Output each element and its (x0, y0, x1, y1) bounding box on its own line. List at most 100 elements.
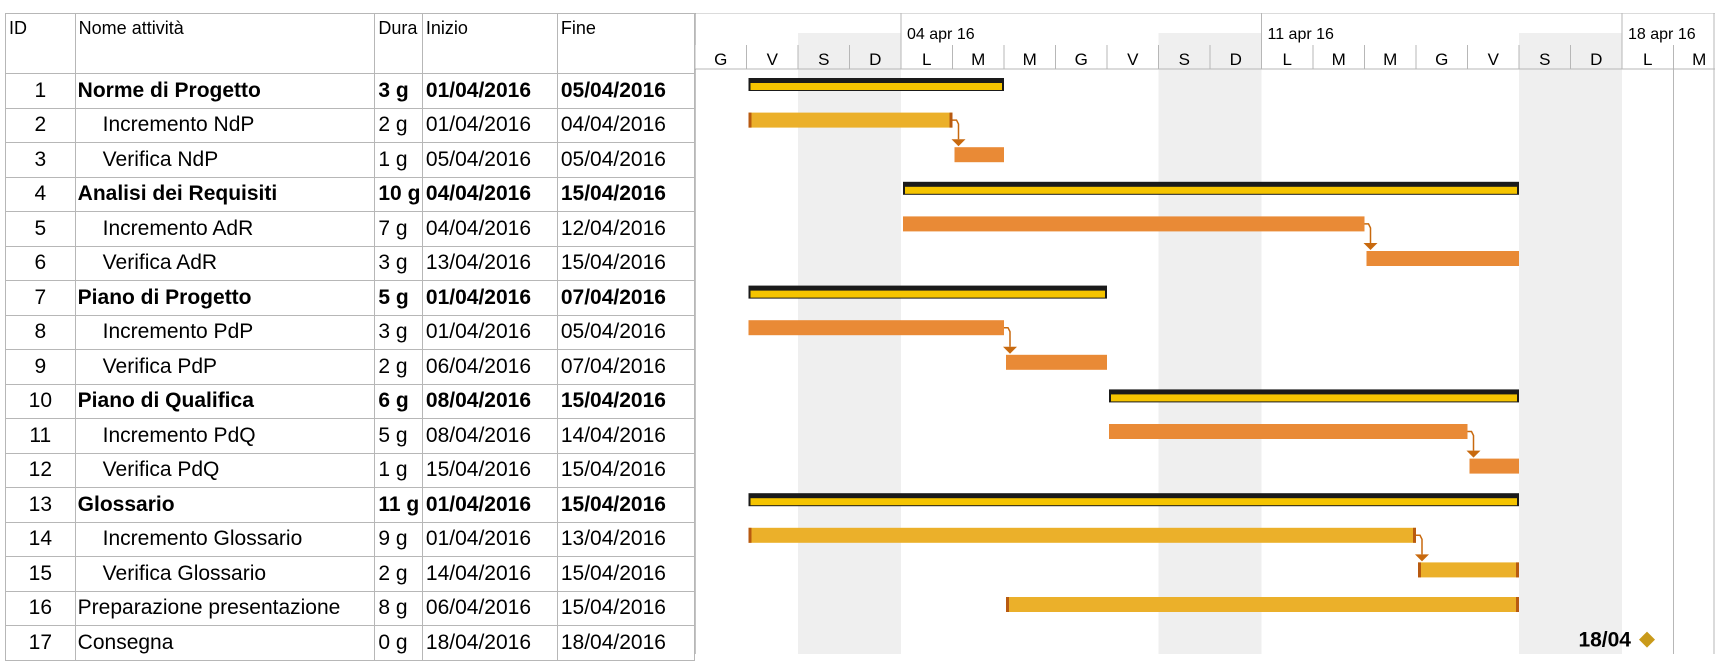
task-bar[interactable] (954, 147, 1005, 163)
task-start[interactable]: 08/04/2016 (421, 418, 558, 454)
table-row[interactable]: 5 Incremento AdR 7 g 04/04/2016 12/04/2016 (5, 211, 696, 247)
task-name[interactable]: Incremento Glossario (74, 521, 376, 557)
table-row[interactable]: 2 Incremento NdP 2 g 01/04/2016 04/04/2016 (5, 107, 696, 143)
table-row[interactable]: 16 Preparazione presentazione 8 g 06/04/201… (5, 590, 696, 626)
table-row[interactable]: 8 Incremento PdP 3 g 01/04/2016 05/04/2016 (5, 314, 696, 350)
table-row[interactable]: 9 Verifica PdP 2 g 06/04/2016 07/04/2016 (5, 349, 696, 385)
task-start[interactable]: 01/04/2016 (421, 107, 558, 143)
task-end[interactable]: 18/04/2016 (556, 625, 696, 661)
task-bar[interactable] (748, 320, 1005, 336)
task-end[interactable]: 12/04/2016 (556, 211, 696, 247)
task-id[interactable]: 13 (5, 487, 76, 523)
task-bar[interactable] (903, 216, 1365, 232)
task-id[interactable]: 8 (5, 314, 76, 350)
task-name[interactable]: Piano di Qualifica (74, 383, 376, 419)
task-duration[interactable]: 1 g (374, 142, 423, 178)
task-start[interactable]: 05/04/2016 (421, 142, 558, 178)
task-id[interactable]: 7 (5, 280, 76, 316)
task-id[interactable]: 16 (5, 590, 76, 626)
task-name[interactable]: Verifica AdR (74, 245, 376, 281)
task-start[interactable]: 08/04/2016 (421, 383, 558, 419)
task-start[interactable]: 14/04/2016 (421, 556, 558, 592)
task-id[interactable]: 1 (5, 73, 76, 109)
milestone-diamond[interactable] (1639, 631, 1655, 648)
task-start[interactable]: 04/04/2016 (421, 211, 558, 247)
task-duration[interactable]: 5 g (374, 418, 423, 454)
task-start[interactable]: 06/04/2016 (421, 349, 558, 385)
task-id[interactable]: 15 (5, 556, 76, 592)
table-row[interactable]: 11 Incremento PdQ 5 g 08/04/2016 14/04/2016 (5, 418, 696, 454)
task-end[interactable]: 15/04/2016 (556, 176, 696, 212)
task-duration[interactable]: 0 g (374, 625, 423, 661)
task-bar[interactable] (1366, 251, 1520, 266)
task-end[interactable]: 14/04/2016 (556, 418, 696, 454)
col-header-start[interactable]: Inizio (421, 13, 558, 74)
task-name[interactable]: Verifica PdQ (74, 452, 376, 488)
task-name[interactable]: Incremento PdQ (74, 418, 376, 454)
task-name[interactable]: Incremento PdP (74, 314, 376, 350)
summary-bar[interactable] (1111, 394, 1517, 402)
col-header-id[interactable]: ID (5, 13, 76, 74)
task-bar[interactable] (1006, 597, 1519, 612)
task-end[interactable]: 15/04/2016 (556, 556, 696, 592)
summary-bar[interactable] (905, 186, 1517, 194)
task-id[interactable]: 9 (5, 349, 76, 385)
task-start[interactable]: 01/04/2016 (421, 521, 558, 557)
task-start[interactable]: 01/04/2016 (421, 73, 558, 109)
table-row[interactable]: 14 Incremento Glossario 9 g 01/04/2016 13/04… (5, 521, 696, 557)
task-id[interactable]: 6 (5, 245, 76, 281)
task-end[interactable]: 15/04/2016 (556, 245, 696, 281)
task-duration[interactable]: 11 g (374, 487, 423, 523)
task-id[interactable]: 11 (5, 418, 76, 454)
task-end[interactable]: 05/04/2016 (556, 314, 696, 350)
table-row[interactable]: 4 Analisi dei Requisiti 10 g 04/04/2016 15/0… (5, 176, 696, 212)
summary-bar[interactable] (750, 290, 1106, 298)
col-header-name[interactable]: Nome attività (74, 13, 376, 74)
task-name[interactable]: Incremento NdP (74, 107, 376, 143)
table-row[interactable]: 6 Verifica AdR 3 g 13/04/2016 15/04/2016 (5, 245, 696, 281)
task-start[interactable]: 01/04/2016 (421, 487, 558, 523)
task-duration[interactable]: 1 g (374, 452, 423, 488)
table-row[interactable]: 7 Piano di Progetto 5 g 01/04/2016 07/04/201… (5, 280, 696, 316)
task-duration[interactable]: 3 g (374, 245, 423, 281)
task-end[interactable]: 15/04/2016 (556, 452, 696, 488)
task-name[interactable]: Consegna (74, 625, 376, 661)
task-end[interactable]: 05/04/2016 (556, 73, 696, 109)
task-name[interactable]: Incremento AdR (74, 211, 376, 247)
task-bar[interactable] (1109, 424, 1468, 439)
task-duration[interactable]: 3 g (374, 73, 423, 109)
task-id[interactable]: 10 (5, 383, 76, 419)
task-name[interactable]: Preparazione presentazione (74, 590, 376, 626)
task-end[interactable]: 04/04/2016 (556, 107, 696, 143)
task-duration[interactable]: 2 g (374, 349, 423, 385)
task-id[interactable]: 5 (5, 211, 76, 247)
task-duration[interactable]: 7 g (374, 211, 423, 247)
task-id[interactable]: 17 (5, 625, 76, 661)
task-start[interactable]: 01/04/2016 (421, 280, 558, 316)
task-duration[interactable]: 5 g (374, 280, 423, 316)
task-end[interactable]: 05/04/2016 (556, 142, 696, 178)
task-duration[interactable]: 9 g (374, 521, 423, 557)
task-end[interactable]: 15/04/2016 (556, 487, 696, 523)
task-id[interactable]: 2 (5, 107, 76, 143)
task-end[interactable]: 07/04/2016 (556, 280, 696, 316)
task-bar[interactable] (748, 112, 953, 128)
task-end[interactable]: 07/04/2016 (556, 349, 696, 385)
summary-bar[interactable] (750, 498, 1518, 506)
task-name[interactable]: Verifica Glossario (74, 556, 376, 592)
table-row[interactable]: 15 Verifica Glossario 2 g 14/04/2016 15/04/2… (5, 556, 696, 592)
task-duration[interactable]: 3 g (374, 314, 423, 350)
table-row[interactable]: 13 Glossario 11 g 01/04/2016 15/04/2016 (5, 487, 696, 523)
task-name[interactable]: Norme di Progetto (74, 73, 376, 109)
gantt-chart[interactable]: G V S D L M M G V S D L M M G V S D L M 04 apr 16 11 apr 16 18… (695, 13, 1715, 654)
task-name[interactable]: Verifica PdP (74, 349, 376, 385)
task-duration[interactable]: 6 g (374, 383, 423, 419)
task-id[interactable]: 14 (5, 521, 76, 557)
table-row[interactable]: 17 Consegna 0 g 18/04/2016 18/04/2016 (5, 625, 696, 661)
task-start[interactable]: 15/04/2016 (421, 452, 558, 488)
col-header-duration[interactable]: Dura (374, 13, 423, 74)
task-name[interactable]: Verifica NdP (74, 142, 376, 178)
task-start[interactable]: 18/04/2016 (421, 625, 558, 661)
table-row[interactable]: 12 Verifica PdQ 1 g 15/04/2016 15/04/2016 (5, 452, 696, 488)
task-bar[interactable] (1006, 354, 1107, 370)
